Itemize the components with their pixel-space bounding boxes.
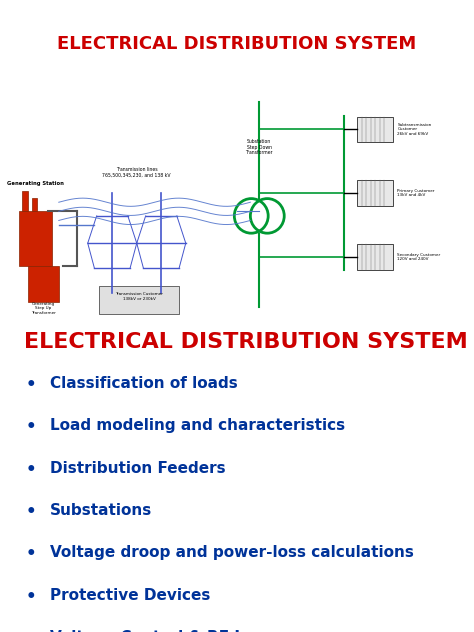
Text: Protective Devices: Protective Devices [50, 588, 210, 603]
Text: •: • [26, 376, 36, 394]
Text: •: • [26, 418, 36, 436]
Text: •: • [26, 503, 36, 521]
Text: Substations: Substations [50, 503, 152, 518]
Text: •: • [26, 588, 36, 605]
Text: •: • [26, 630, 36, 632]
Text: Generating
Step Up
Transformer: Generating Step Up Transformer [31, 301, 55, 315]
Text: Classification of loads: Classification of loads [50, 376, 237, 391]
Text: Secondary Customer
120V and 240V: Secondary Customer 120V and 240V [397, 253, 441, 261]
Text: Load modeling and characteristics: Load modeling and characteristics [50, 418, 345, 434]
Text: Transmission Customer
138kV or 230kV: Transmission Customer 138kV or 230kV [115, 293, 163, 301]
Text: Voltage Control & RE I...: Voltage Control & RE I... [50, 630, 256, 632]
Text: Transmission lines
765,500,345,230, and 138 kV: Transmission lines 765,500,345,230, and … [102, 167, 171, 178]
Polygon shape [357, 244, 393, 270]
Text: Voltage droop and power-loss calculations: Voltage droop and power-loss calculation… [50, 545, 414, 561]
Text: Primary Customer
13kV and 4kV: Primary Customer 13kV and 4kV [397, 189, 435, 197]
Polygon shape [99, 286, 179, 313]
Polygon shape [18, 211, 52, 266]
Polygon shape [357, 180, 393, 206]
Text: Distribution Feeders: Distribution Feeders [50, 461, 226, 476]
Text: Subtransmission
Customer
26kV and 69kV: Subtransmission Customer 26kV and 69kV [397, 123, 432, 136]
Polygon shape [357, 117, 393, 142]
Text: ELECTRICAL DISTRIBUTION SYSTEM: ELECTRICAL DISTRIBUTION SYSTEM [57, 35, 417, 52]
Text: ELECTRICAL DISTRIBUTION SYSTEM: ELECTRICAL DISTRIBUTION SYSTEM [24, 332, 467, 352]
Text: Generating Station: Generating Station [7, 181, 64, 186]
Text: Substation
Step Down
Transformer: Substation Step Down Transformer [246, 139, 273, 155]
Text: •: • [26, 461, 36, 478]
Polygon shape [27, 266, 59, 302]
Text: •: • [26, 545, 36, 563]
Polygon shape [22, 191, 28, 211]
Polygon shape [32, 198, 37, 211]
